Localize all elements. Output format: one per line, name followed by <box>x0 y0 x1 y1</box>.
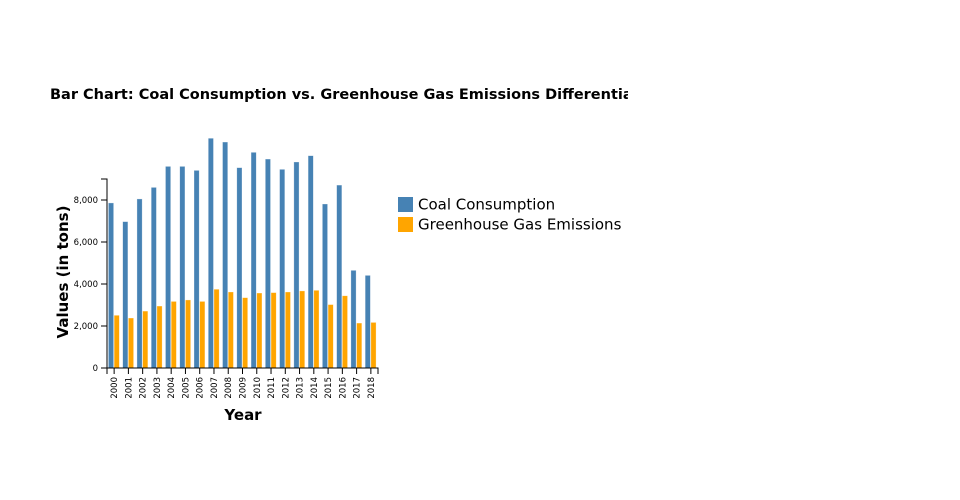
x-tick: 2014 <box>310 368 320 399</box>
y-tick: 8,000 <box>74 196 107 206</box>
bar-ghg-2015 <box>327 304 334 369</box>
bar-ghg-2003 <box>156 305 163 369</box>
legend-label-0: Coal Consumption <box>418 196 555 214</box>
x-tick-label: 2014 <box>310 377 320 399</box>
bar-coal-2000 <box>108 202 114 369</box>
chart-title: Bar Chart: Coal Consumption vs. Greenhou… <box>50 87 628 103</box>
bar-coal-2002 <box>136 198 143 369</box>
y-tick-label: 2,000 <box>74 322 98 332</box>
x-tick: 2002 <box>139 368 149 399</box>
bar-coal-2005 <box>179 166 186 369</box>
x-axis-label: Year <box>223 406 262 424</box>
bar-coal-2001 <box>122 221 129 369</box>
bar-coal-2014 <box>307 155 314 369</box>
bar-ghg-2017 <box>356 322 363 369</box>
bar-ghg-2006 <box>199 301 206 369</box>
bar-coal-2018 <box>364 275 371 369</box>
bar-ghg-2001 <box>128 317 134 369</box>
y-tick-label: 8,000 <box>74 196 98 206</box>
bar-ghg-2013 <box>299 290 306 369</box>
bar-ghg-2009 <box>242 297 249 369</box>
bar-ghg-2005 <box>185 299 191 369</box>
x-tick: 2010 <box>253 368 263 399</box>
x-tick-label: 2011 <box>267 377 277 399</box>
bar-ghg-2012 <box>284 291 291 369</box>
bar-coal-2003 <box>150 187 157 369</box>
x-tick-label: 2000 <box>110 377 120 399</box>
y-tick: 4,000 <box>74 280 107 290</box>
x-tick-label: 2002 <box>139 377 149 399</box>
x-tick: 2017 <box>353 368 363 399</box>
bar-coal-2007 <box>207 137 214 369</box>
x-tick: 2001 <box>124 368 134 399</box>
bar-coal-2011 <box>265 158 271 369</box>
x-tick: 2004 <box>167 368 177 399</box>
x-tick-label: 2018 <box>367 377 377 399</box>
bars-group <box>108 137 377 369</box>
x-tick: 2007 <box>210 368 220 399</box>
bar-ghg-2007 <box>213 288 220 369</box>
legend-swatch-0 <box>398 197 413 212</box>
bar-ghg-2011 <box>270 292 277 369</box>
x-tick-label: 2013 <box>296 377 306 399</box>
x-tick-label: 2012 <box>281 377 291 399</box>
bar-ghg-2002 <box>142 310 149 369</box>
bar-coal-2013 <box>293 161 300 369</box>
bar-ghg-2000 <box>113 314 120 369</box>
bar-coal-2016 <box>336 184 343 369</box>
bar-coal-2008 <box>222 141 229 369</box>
y-tick: 2,000 <box>74 322 107 332</box>
x-tick-label: 2009 <box>239 377 249 399</box>
bar-coal-2006 <box>193 170 200 369</box>
y-axis: 0 2,000 4,000 6,000 8,000 <box>74 178 108 374</box>
y-tick-label: 4,000 <box>74 280 98 290</box>
x-tick-label: 2006 <box>196 377 206 399</box>
x-tick-label: 2004 <box>167 377 177 399</box>
x-tick: 2013 <box>296 368 306 399</box>
bar-ghg-2010 <box>256 292 263 369</box>
x-tick-label: 2017 <box>353 377 363 399</box>
x-tick: 2005 <box>181 368 191 399</box>
x-tick: 2009 <box>239 368 249 399</box>
x-tick: 2012 <box>281 368 291 399</box>
x-tick-label: 2016 <box>338 377 348 399</box>
x-tick-label: 2010 <box>253 377 263 399</box>
x-tick-label: 2001 <box>124 377 134 399</box>
bar-coal-2010 <box>250 152 257 369</box>
x-tick-label: 2005 <box>181 377 191 399</box>
x-tick: 2006 <box>196 368 206 399</box>
y-axis-line <box>101 178 108 369</box>
y-tick: 0 <box>93 364 107 374</box>
x-tick: 2018 <box>367 368 377 399</box>
x-tick: 2015 <box>324 368 334 399</box>
legend-label-1: Greenhouse Gas Emissions <box>418 216 622 234</box>
bar-coal-2009 <box>236 167 243 369</box>
bar-coal-2017 <box>350 270 357 369</box>
x-tick: 2003 <box>153 368 163 399</box>
bar-ghg-2008 <box>227 291 234 369</box>
x-tick: 2008 <box>224 368 234 399</box>
legend-swatch-1 <box>398 217 413 232</box>
x-axis: 2000 2001 2002 2003 2004 2005 2006 2007 2008 2009… <box>106 367 379 399</box>
x-tick-label: 2007 <box>210 377 220 399</box>
bar-ghg-2014 <box>313 289 320 369</box>
y-tick-label: 0 <box>93 364 98 374</box>
bar-coal-2004 <box>165 166 171 369</box>
legend: Coal Consumption Greenhouse Gas Emissions <box>398 196 622 234</box>
x-tick-label: 2003 <box>153 377 163 399</box>
y-tick: 6,000 <box>74 238 107 248</box>
x-tick-label: 2015 <box>324 377 334 399</box>
y-tick-label: 6,000 <box>74 238 98 248</box>
x-tick-label: 2008 <box>224 377 234 399</box>
bar-coal-2012 <box>279 169 286 369</box>
x-tick: 2016 <box>338 368 348 399</box>
bar-ghg-2016 <box>342 295 348 369</box>
x-tick: 2000 <box>110 368 120 399</box>
bar-ghg-2018 <box>370 322 377 369</box>
x-tick: 2011 <box>267 368 277 399</box>
y-axis-label: Values (in tons) <box>54 206 72 339</box>
bar-coal-2015 <box>322 203 328 369</box>
bar-ghg-2004 <box>170 301 177 369</box>
